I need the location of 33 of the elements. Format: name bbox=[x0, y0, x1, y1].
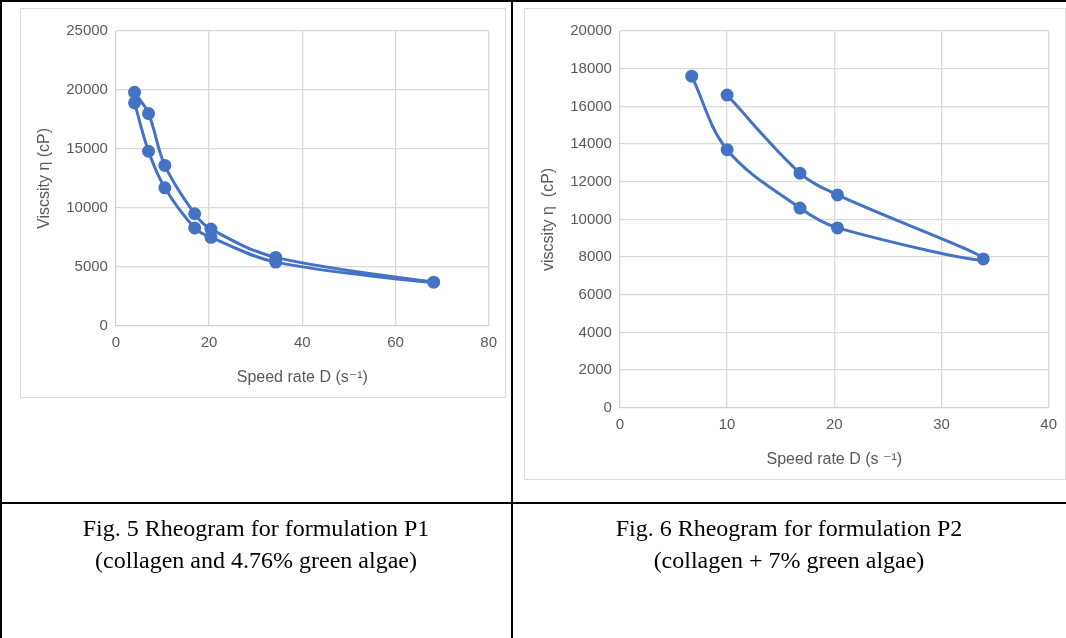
y-axis-title: viscsity η (cP) bbox=[539, 167, 557, 271]
x-tick-label: 40 bbox=[293, 332, 311, 350]
y-tick-label: 16000 bbox=[570, 96, 612, 114]
y-tick-label: 14000 bbox=[570, 134, 612, 152]
y-tick-label: 12000 bbox=[570, 171, 612, 189]
x-tick-label: 0 bbox=[615, 414, 625, 432]
y-tick-label: 18000 bbox=[570, 58, 612, 76]
y-tick-label: 4000 bbox=[578, 322, 612, 340]
x-tick-label: 10 bbox=[718, 414, 736, 432]
y-tick-label: 8000 bbox=[578, 247, 612, 265]
x-tick-label: 20 bbox=[200, 332, 218, 350]
y-tick-label: 5000 bbox=[74, 256, 108, 274]
caption: Fig. 6 Rheogram for formulation P2 (collagen + 7% green algae) bbox=[614, 514, 964, 575]
y-tick-label: 20000 bbox=[570, 21, 612, 39]
y-tick-label: 15000 bbox=[66, 139, 108, 157]
x-tick-label: 60 bbox=[387, 332, 404, 350]
caption: Fig. 5 Rheogram for formulation P1 (collagen and 4.76% green algae) bbox=[81, 514, 431, 575]
x-tick-label: 0 bbox=[111, 332, 121, 350]
x-tick-label: 40 bbox=[1040, 414, 1057, 432]
y-axis-title: Viscsity η (cP) bbox=[35, 127, 53, 229]
y-tick-label: 0 bbox=[99, 315, 108, 333]
y-tick-label: 0 bbox=[603, 397, 612, 415]
x-axis-title: Speed rate D (s ⁻¹) bbox=[766, 449, 903, 467]
y-tick-label: 25000 bbox=[66, 21, 108, 39]
y-tick-label: 10000 bbox=[570, 209, 612, 227]
x-tick-label: 80 bbox=[480, 332, 497, 350]
x-tick-label: 20 bbox=[825, 414, 843, 432]
x-axis-title: Speed rate D (s⁻¹) bbox=[236, 367, 368, 385]
x-tick-label: 30 bbox=[933, 414, 950, 432]
y-tick-label: 10000 bbox=[66, 198, 108, 216]
y-tick-label: 2000 bbox=[578, 360, 612, 378]
y-tick-label: 6000 bbox=[578, 284, 612, 302]
y-tick-label: 20000 bbox=[66, 80, 108, 98]
